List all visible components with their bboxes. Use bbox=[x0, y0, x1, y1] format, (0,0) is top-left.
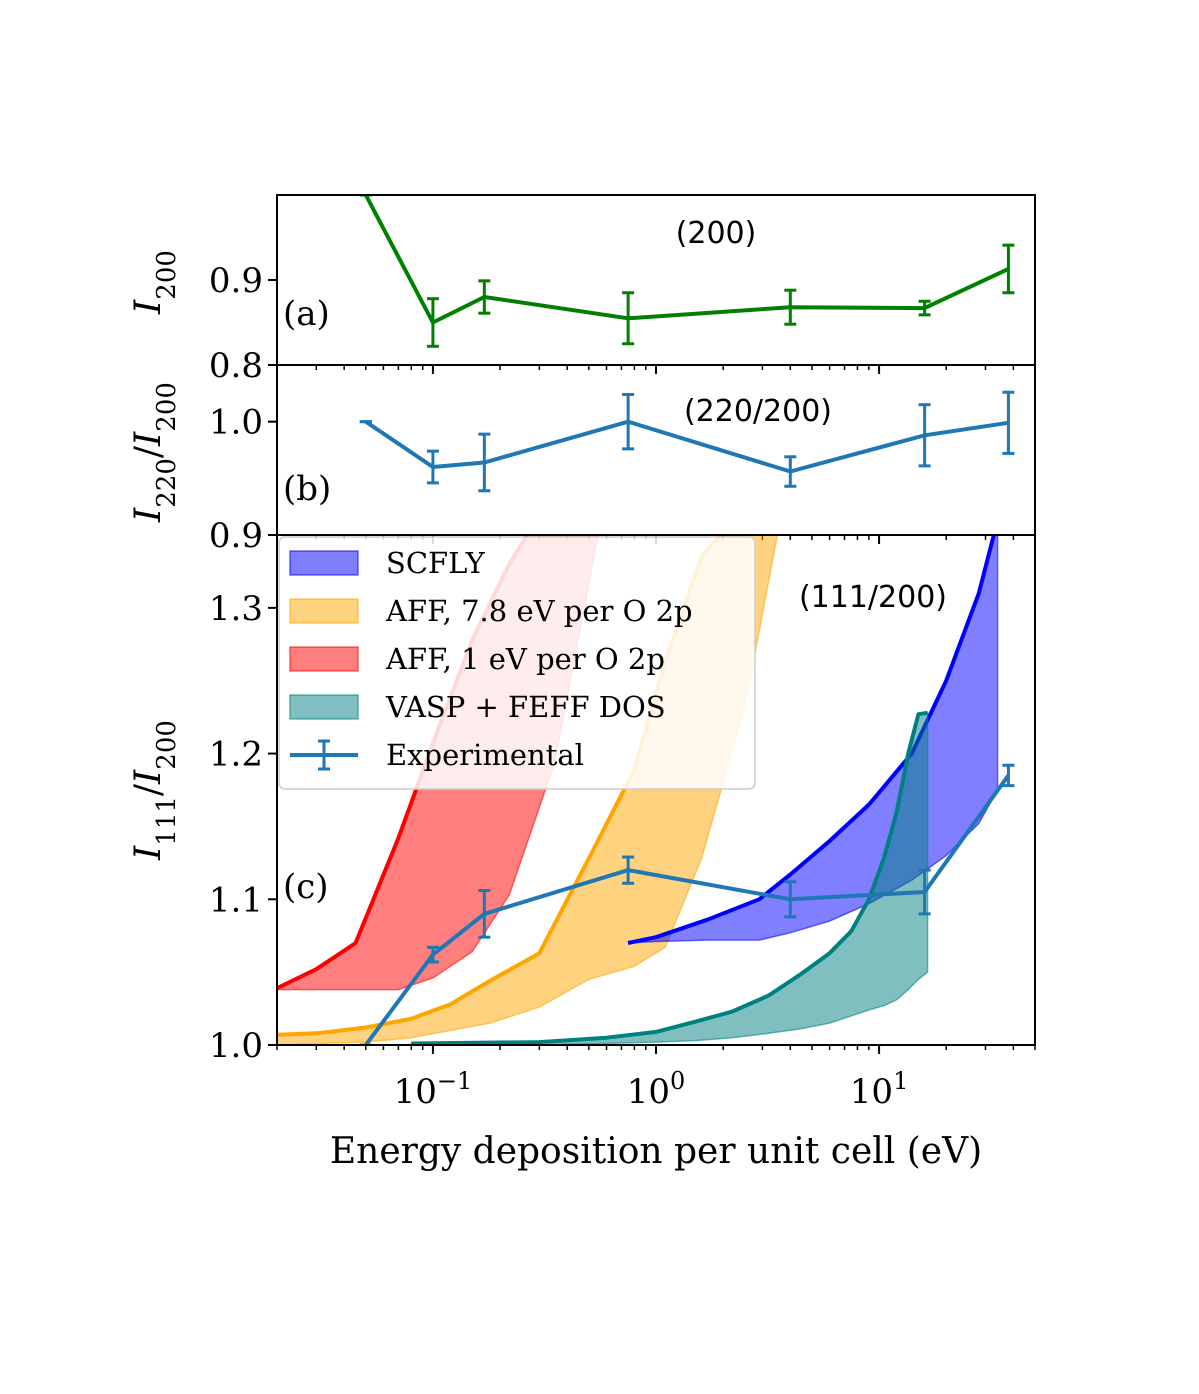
panel-c-label: (c) bbox=[283, 867, 329, 907]
legend: SCFLY AFF, 7.8 eV per O 2p AFF, 1 eV per O… bbox=[278, 536, 756, 790]
panel-b: 0.9 1.0 (b) (220/200) I220/I200 bbox=[128, 364, 1036, 556]
panel-b-y-ticks: 0.9 1.0 bbox=[209, 403, 277, 556]
y-tick-label: 1.0 bbox=[209, 1026, 263, 1066]
y-tick-label: 0.9 bbox=[209, 516, 263, 556]
panel-c-y-ticks: 1.0 1.1 1.2 1.3 bbox=[209, 589, 277, 1066]
panel-c: 1.0 1.1 1.2 1.3 10−1 100 101 (c) (111/200) I1… bbox=[128, 534, 1036, 1172]
x-tick-label: 10−1 bbox=[394, 1067, 473, 1112]
legend-item-2: AFF, 1 eV per O 2p bbox=[289, 642, 665, 676]
panel-a-frame bbox=[276, 194, 1036, 366]
y-tick-label: 1.3 bbox=[209, 589, 263, 629]
legend-box bbox=[278, 536, 756, 790]
panel-b-frame bbox=[276, 364, 1036, 536]
legend-label-4: Experimental bbox=[386, 738, 584, 772]
panel-a-x-ticks bbox=[276, 365, 1036, 374]
series-0-line bbox=[364, 419, 1009, 474]
y-tick-label: 1.0 bbox=[209, 403, 263, 443]
panel-a-y-ticks: 0.8 0.9 bbox=[209, 261, 277, 386]
y-tick-label: 1.2 bbox=[209, 735, 263, 775]
panel-a-plot-area bbox=[359, 195, 1015, 348]
legend-label-1: AFF, 7.8 eV per O 2p bbox=[385, 594, 693, 628]
y-tick-label: 1.1 bbox=[209, 880, 263, 920]
panel-b-label: (b) bbox=[283, 469, 331, 509]
panel-a-y-axis-label: I200 bbox=[128, 250, 182, 315]
panel-b-plot-area bbox=[359, 390, 1015, 493]
x-tick-label: 100 bbox=[627, 1067, 686, 1112]
panel-b-y-axis-label: I220/I200 bbox=[128, 382, 182, 523]
panel-b-annotation: (220/200) bbox=[684, 394, 832, 429]
series-0-line bbox=[364, 195, 1010, 325]
legend-item-3: VASP + FEFF DOS bbox=[289, 690, 666, 724]
legend-label-3: VASP + FEFF DOS bbox=[385, 690, 666, 724]
x-axis-label: Energy deposition per unit cell (eV) bbox=[330, 1131, 982, 1172]
panel-c-x-ticks: 10−1 100 101 bbox=[276, 1045, 1036, 1112]
legend-swatch-1 bbox=[289, 598, 359, 624]
y-tick-label: 0.9 bbox=[209, 261, 263, 301]
legend-item-4: Experimental bbox=[290, 738, 584, 772]
band-3-upper-line bbox=[411, 710, 928, 1045]
panel-c-y-axis-label: I111/I200 bbox=[128, 720, 182, 861]
legend-item-0: SCFLY bbox=[289, 546, 486, 580]
legend-swatch-3 bbox=[289, 694, 359, 720]
legend-swatch-0 bbox=[289, 550, 359, 576]
y-tick-label: 0.8 bbox=[209, 346, 263, 386]
panel-a-annotation: (200) bbox=[676, 216, 757, 251]
panel-a-label: (a) bbox=[283, 294, 330, 334]
x-tick-label: 101 bbox=[850, 1067, 909, 1112]
band-2-upper-line bbox=[627, 535, 996, 945]
legend-item-1: AFF, 7.8 eV per O 2p bbox=[289, 594, 693, 628]
panel-a: 0.8 0.9 (a) (200) I200 bbox=[128, 194, 1036, 386]
legend-label-0: SCFLY bbox=[386, 546, 486, 580]
panel-c-annotation: (111/200) bbox=[799, 580, 947, 615]
legend-label-2: AFF, 1 eV per O 2p bbox=[385, 642, 665, 676]
legend-swatch-2 bbox=[289, 646, 359, 672]
